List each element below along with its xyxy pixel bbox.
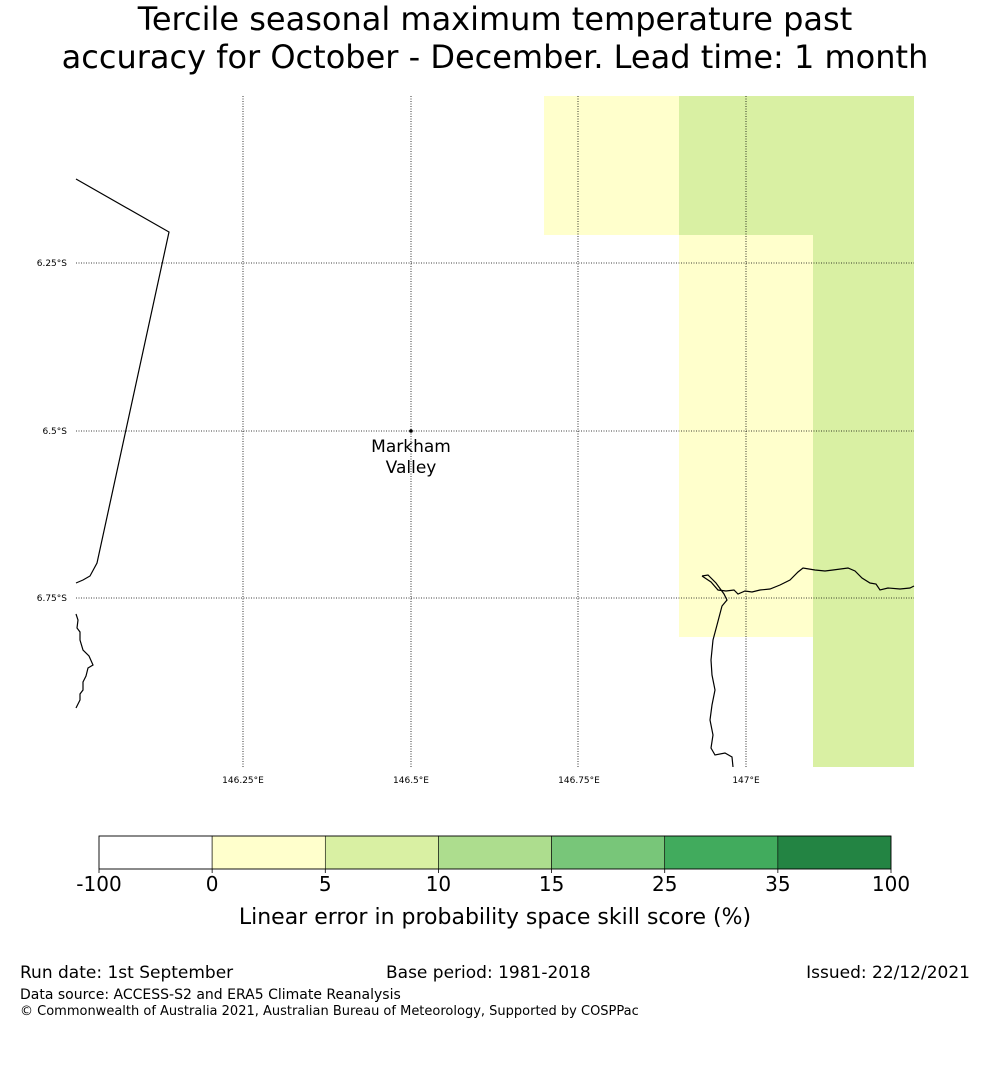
run-date: Run date: 1st September [20,963,234,983]
colorbar-swatch-1 [211,835,326,870]
coastlines [75,178,915,768]
colorbar-ticks: -100 0 5 10 15 25 35 100 [76,869,910,896]
colorbar-swatch-6 [777,835,892,870]
colorbar-tick-label-3: 10 [426,872,451,896]
place-name-line1: Markham [371,437,451,457]
skill-cells [544,96,914,767]
colorbar-swatch-0 [98,835,213,870]
skill-cell-0-5-north [544,96,679,235]
colorbar-tick-label-5: 25 [652,872,677,896]
colorbar-tick-label-1: 0 [206,872,219,896]
base-period: Base period: 1981-2018 [386,963,591,983]
lat-label-6-25: 6.25°S [37,259,68,269]
colorbar-tick-label-6: 35 [765,872,790,896]
colorbar-swatch-5 [664,835,779,870]
colorbar-swatches [98,835,892,870]
skill-cell-5-10-east [813,235,914,767]
map-title-line1: Tercile seasonal maximum temperature pas… [137,0,853,38]
colorbar-tick-label-0: -100 [76,872,121,896]
place-name-line2: Valley [386,458,437,478]
colorbar-tick-label-2: 5 [319,872,332,896]
lon-label-147: 147°E [732,776,760,786]
colorbar-swatch-2 [324,835,439,870]
colorbar-label: Linear error in probability space skill … [239,905,751,930]
lat-label-6-75: 6.75°S [37,594,68,604]
colorbar: -100 0 5 10 15 25 35 100 Linear error in probab… [76,835,910,930]
lon-label-146-5: 146.5°E [393,776,429,786]
colorbar-frame [98,835,892,870]
boundary-line-west [75,178,170,584]
coastline-west [75,613,94,709]
lon-labels: 146.25°E 146.5°E 146.75°E 147°E [222,776,760,786]
skill-cell-5-10-northeast [679,96,914,235]
place-markham-valley: Markham Valley [371,429,451,478]
lon-label-146-75: 146.75°E [558,776,600,786]
colorbar-tick-label-7: 100 [872,872,910,896]
map-title: Tercile seasonal maximum temperature pas… [0,0,990,76]
colorbar-tick-label-4: 15 [539,872,564,896]
issued-date: Issued: 22/12/2021 [806,963,970,983]
lon-label-146-25: 146.25°E [222,776,264,786]
place-marker-dot [409,429,413,433]
map-title-line2: accuracy for October - December. Lead ti… [61,38,929,76]
colorbar-swatch-4 [551,835,666,870]
data-source: Data source: ACCESS-S2 and ERA5 Climate … [20,987,401,1003]
lat-labels: 6.25°S 6.5°S 6.75°S [37,259,68,604]
coastline-east-shore [701,567,915,595]
coastline-east [701,574,734,768]
colorbar-swatch-3 [438,835,552,870]
copyright: © Commonwealth of Australia 2021, Austra… [20,1004,639,1019]
lat-label-6-5: 6.5°S [42,427,67,437]
